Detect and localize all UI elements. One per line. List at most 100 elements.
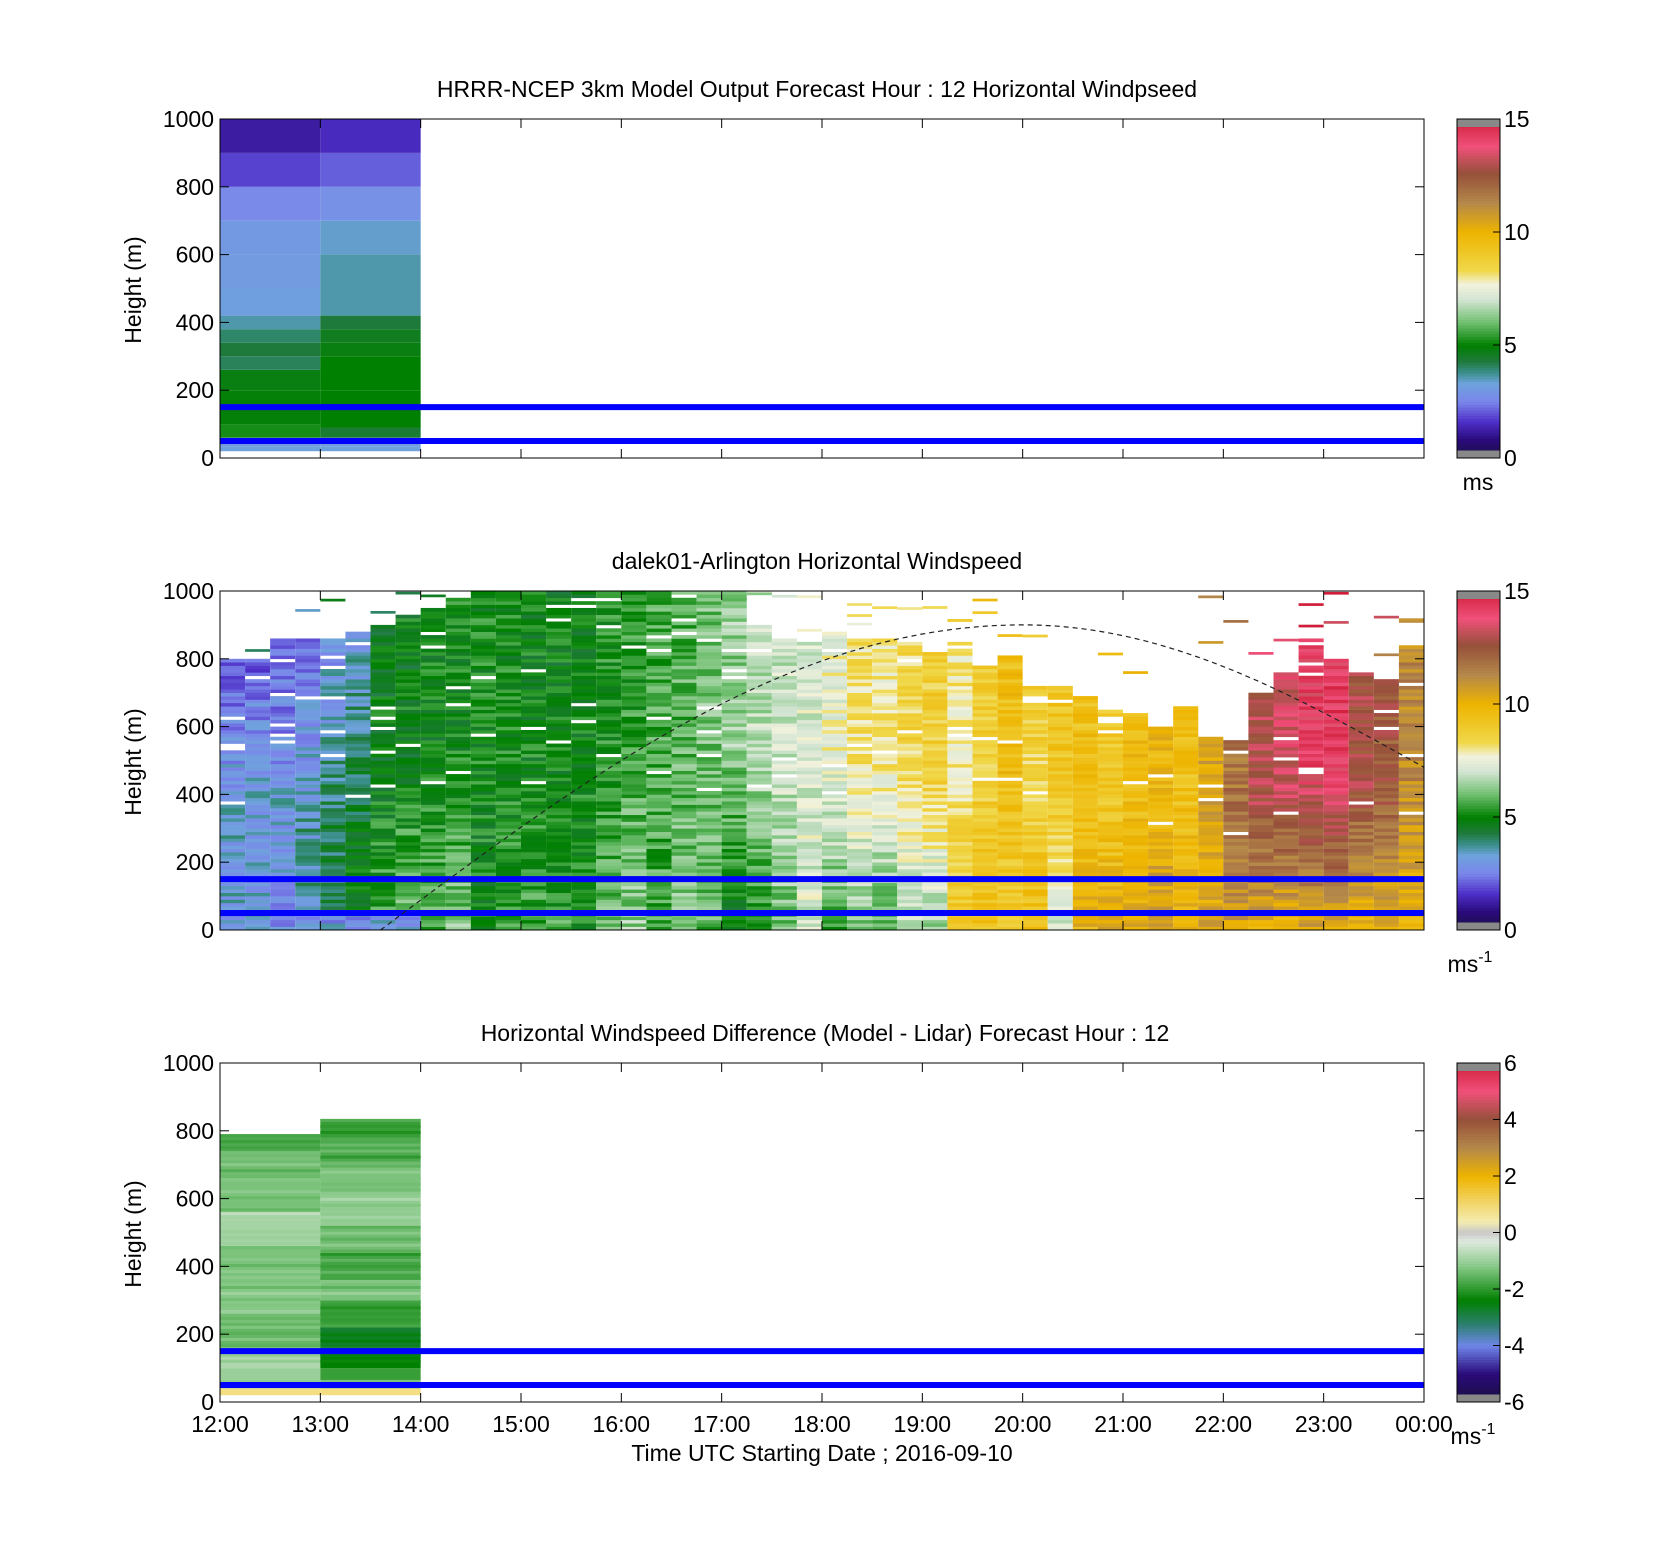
- heatmap-cell: [897, 868, 923, 873]
- heatmap-cell: [370, 662, 396, 666]
- heatmap-cell: [646, 679, 672, 683]
- heatmap-cell: [1273, 841, 1299, 846]
- heatmap-cell: [796, 848, 822, 853]
- heatmap-cell: [1173, 919, 1199, 924]
- heatmap-cell: [696, 882, 722, 887]
- heatmap-cell: [796, 831, 822, 836]
- heatmap-cell: [1022, 865, 1048, 870]
- heatmap-cell: [1248, 889, 1274, 894]
- heatmap-cell: [1398, 672, 1424, 677]
- heatmap-cell: [245, 892, 271, 897]
- heatmap-cell: [320, 1270, 421, 1274]
- heatmap-cell: [270, 889, 296, 894]
- heatmap-cell: [1398, 709, 1424, 714]
- heatmap-cell: [370, 814, 396, 819]
- heatmap-cell: [370, 899, 396, 904]
- heatmap-cell: [822, 855, 848, 860]
- heatmap-cell: [1273, 848, 1299, 853]
- heatmap-cell: [320, 598, 346, 602]
- heatmap-cell: [771, 814, 797, 819]
- heatmap-cell: [696, 868, 722, 873]
- heatmap-cell: [345, 713, 371, 717]
- heatmap-cell: [395, 689, 421, 693]
- heatmap-cell: [1097, 709, 1123, 714]
- heatmap-cell: [771, 743, 797, 748]
- heatmap-cell: [897, 777, 923, 782]
- heatmap-cell: [445, 791, 471, 795]
- heatmap-cell: [1373, 774, 1399, 778]
- colorbar-segment: [1457, 1079, 1500, 1084]
- colorbar-segment: [1457, 726, 1500, 730]
- heatmap-cell: [370, 801, 396, 805]
- heatmap-cell: [997, 824, 1023, 829]
- heatmap-cell: [270, 926, 296, 931]
- heatmap-cell: [771, 716, 797, 721]
- heatmap-cell: [997, 926, 1023, 931]
- heatmap-cell: [671, 723, 697, 727]
- heatmap-cell: [1398, 770, 1424, 775]
- heatmap-cell: [445, 672, 471, 677]
- heatmap-cell: [1273, 868, 1299, 873]
- heatmap-cell: [270, 852, 296, 856]
- heatmap-cell: [796, 685, 822, 690]
- heatmap-cell: [1022, 719, 1048, 724]
- heatmap-cell: [1323, 811, 1349, 816]
- heatmap-cell: [872, 658, 898, 663]
- heatmap-cell: [245, 868, 271, 873]
- heatmap-cell: [1173, 763, 1199, 768]
- heatmap-cell: [571, 865, 597, 870]
- heatmap-cell: [1072, 767, 1098, 771]
- colorbar-segment: [1457, 432, 1500, 436]
- colorbar-segment: [1457, 443, 1500, 448]
- heatmap-cell: [972, 889, 998, 894]
- heatmap-cell: [872, 831, 898, 836]
- heatmap-cell: [947, 926, 973, 931]
- heatmap-cell: [621, 628, 647, 632]
- heatmap-cell: [445, 828, 471, 832]
- colorbar-segment: [1457, 1122, 1500, 1126]
- colorbar-segment: [1457, 1102, 1500, 1106]
- heatmap-cell: [295, 668, 321, 673]
- heatmap-cell: [1398, 668, 1424, 673]
- heatmap-cell: [521, 862, 547, 866]
- heatmap-cell: [972, 811, 998, 816]
- heatmap-cell: [822, 892, 848, 897]
- heatmap-cell: [395, 872, 421, 877]
- heatmap-cell: [972, 818, 998, 822]
- heatmap-cell: [420, 624, 446, 629]
- heatmap-cell: [571, 591, 597, 595]
- heatmap-cell: [847, 709, 873, 714]
- colorbar-segment: [1457, 1300, 1500, 1304]
- heatmap-cell: [370, 889, 396, 894]
- heatmap-cell: [897, 655, 923, 660]
- heatmap-cell: [1298, 804, 1324, 809]
- heatmap-cell: [546, 729, 572, 734]
- y-tick-label: 0: [201, 917, 214, 943]
- heatmap-cell: [596, 628, 622, 632]
- heatmap-cell: [746, 814, 772, 819]
- heatmap-cell: [445, 807, 471, 812]
- heatmap-cell: [320, 662, 346, 666]
- heatmap-cell: [897, 841, 923, 846]
- heatmap-cell: [1373, 689, 1399, 693]
- heatmap-cell: [596, 658, 622, 663]
- heatmap-cell: [796, 882, 822, 887]
- heatmap-cell: [746, 811, 772, 816]
- heatmap-cell: [1173, 726, 1199, 731]
- heatmap-cell: [822, 709, 848, 714]
- heatmap-cell: [420, 770, 446, 775]
- x-axis-ticks: [219, 119, 1425, 458]
- heatmap-cell: [596, 743, 622, 748]
- heatmap-cell: [1097, 767, 1123, 771]
- heatmap-cell: [646, 645, 672, 649]
- heatmap-cell: [546, 824, 572, 829]
- panel-difference: Horizontal Windspeed Difference (Model -…: [120, 1020, 1525, 1466]
- heatmap-cell: [997, 672, 1023, 677]
- heatmap-cell: [872, 740, 898, 744]
- x-tick-label: 13:00: [292, 1411, 350, 1437]
- y-tick-label: 400: [176, 1253, 214, 1279]
- heatmap-cell: [1123, 763, 1149, 768]
- heatmap-cell: [571, 631, 597, 636]
- heatmap-cell: [470, 774, 496, 778]
- heatmap-cell: [220, 719, 246, 724]
